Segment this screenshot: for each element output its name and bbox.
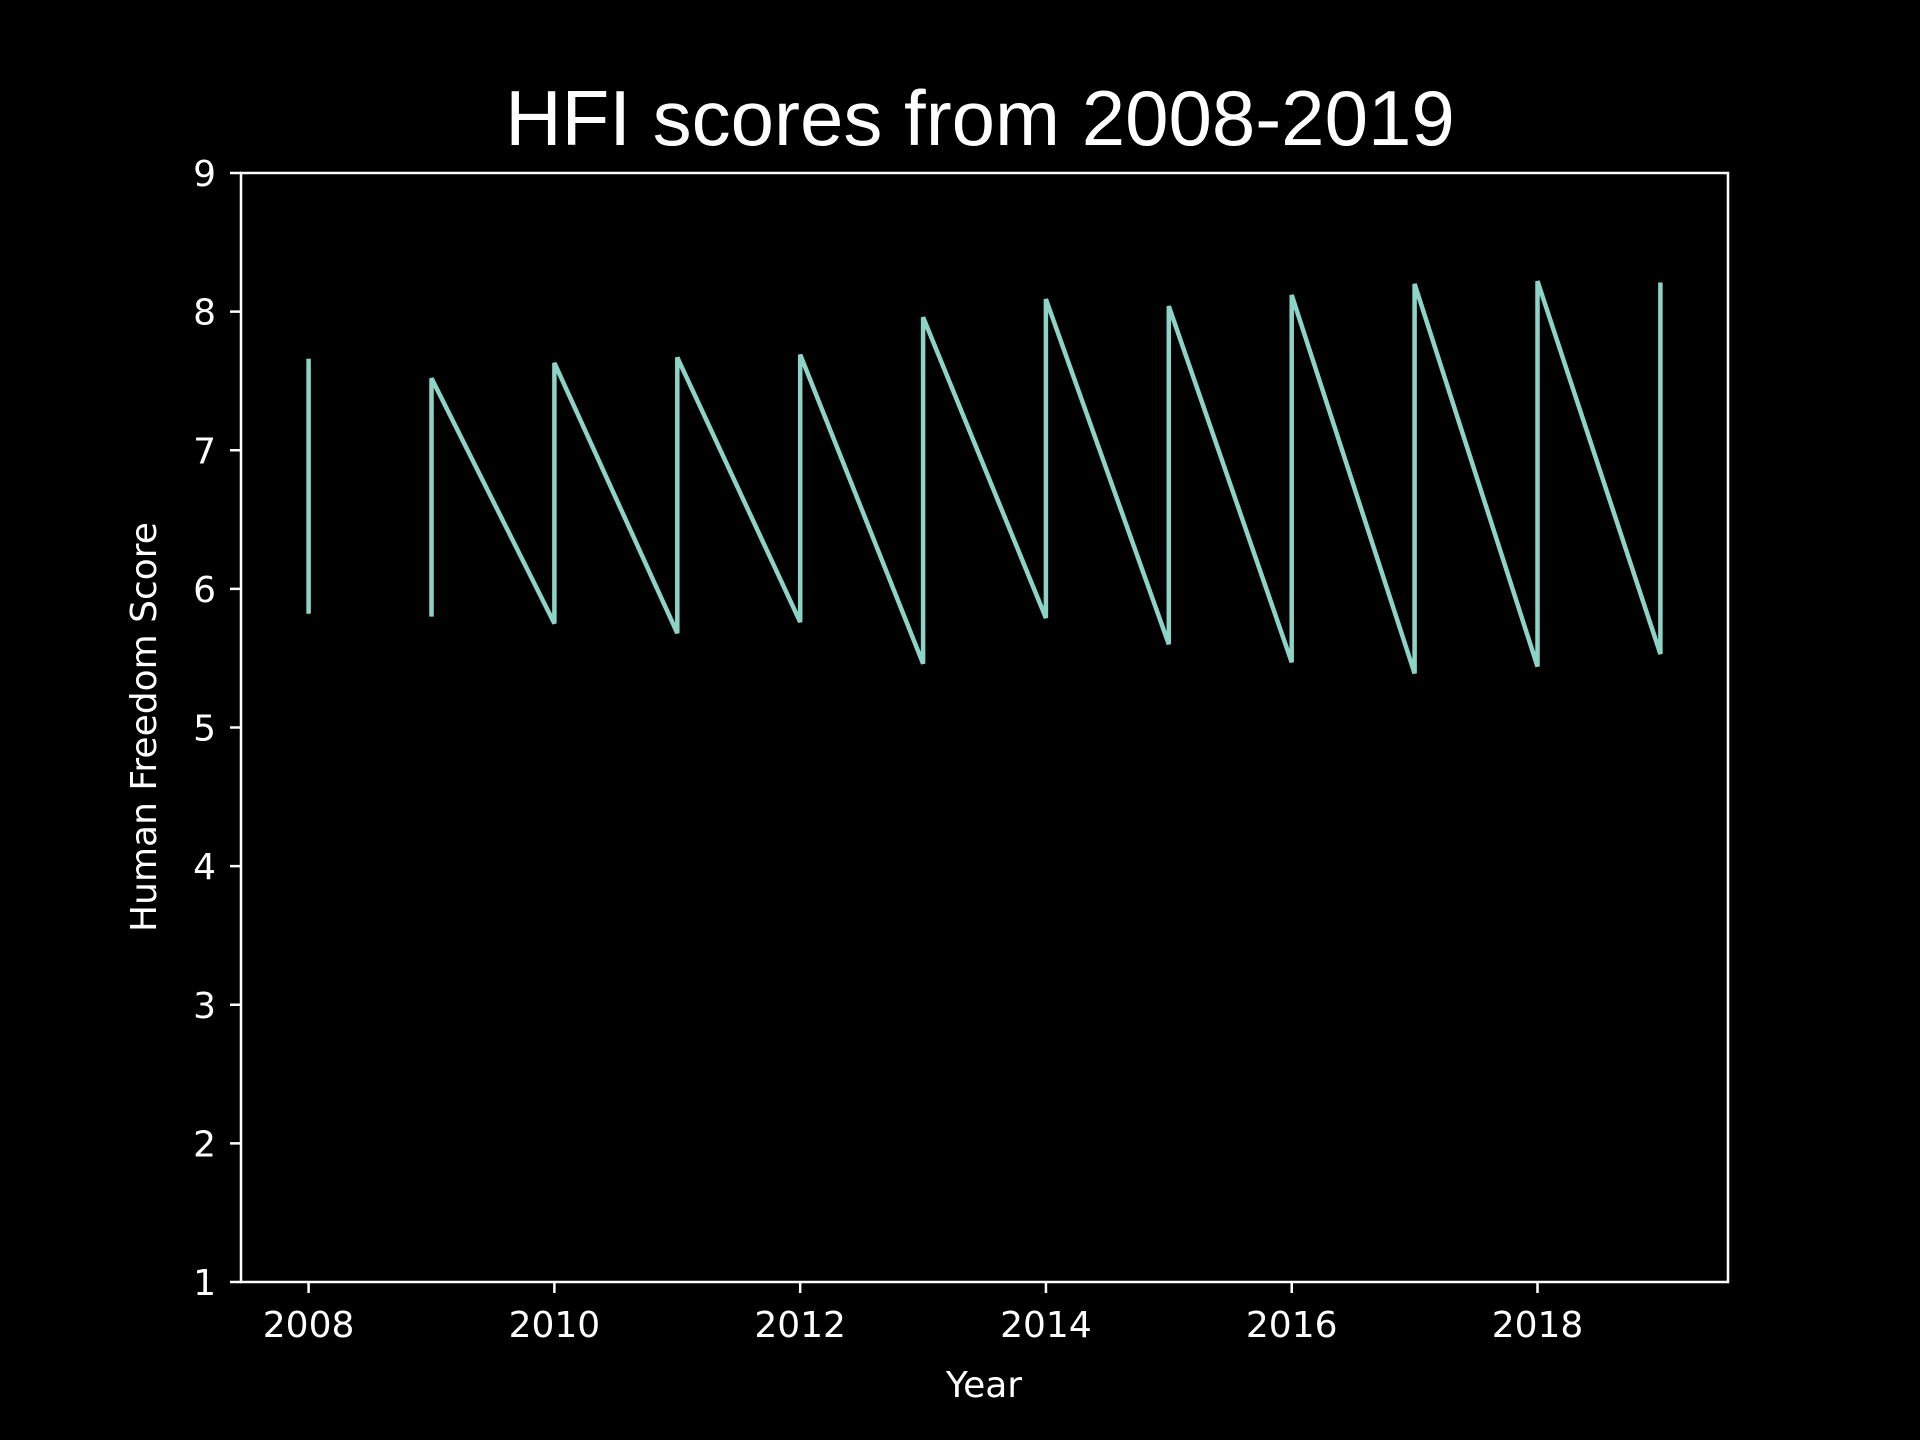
x-tick-label: 2010 <box>509 1305 601 1346</box>
chart-title: HFI scores from 2008-2019 <box>505 74 1454 162</box>
y-tick-label: 8 <box>193 293 216 334</box>
x-tick-label: 2008 <box>263 1305 355 1346</box>
y-tick-label: 1 <box>193 1263 216 1304</box>
x-tick-label: 2018 <box>1492 1305 1584 1346</box>
y-tick-label: 6 <box>193 570 216 611</box>
x-axis-label: Year <box>945 1365 1022 1406</box>
x-axis-ticks: 2008 2010 2012 2014 2016 2018 <box>263 1282 1584 1346</box>
series-line-0 <box>306 280 1663 675</box>
y-axis-label: Human Freedom Score <box>124 522 165 932</box>
y-tick-label: 9 <box>193 154 216 195</box>
series-layer <box>306 280 1663 675</box>
y-axis-ticks: 1 2 3 4 5 6 7 8 9 <box>193 154 241 1304</box>
x-tick-label: 2012 <box>754 1305 846 1346</box>
y-tick-label: 7 <box>193 431 216 472</box>
y-tick-label: 2 <box>193 1124 216 1165</box>
x-tick-label: 2016 <box>1246 1305 1338 1346</box>
y-tick-label: 3 <box>193 986 216 1027</box>
y-tick-label: 4 <box>193 847 216 888</box>
x-tick-label: 2014 <box>1000 1305 1092 1346</box>
y-tick-label: 5 <box>193 709 216 750</box>
